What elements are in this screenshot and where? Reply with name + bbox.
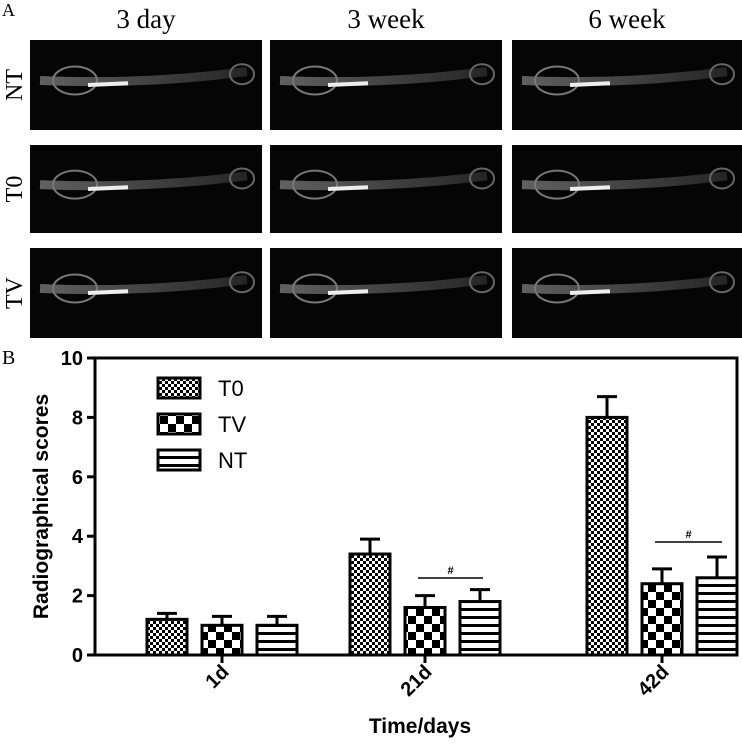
legend-swatch: [156, 376, 202, 400]
column-label: 3 week: [347, 4, 425, 34]
joint: [52, 273, 98, 304]
column-label: 3 day: [116, 4, 176, 34]
y-tick-label: 10: [61, 348, 83, 370]
joint: [469, 271, 495, 294]
legend-swatch: [156, 412, 202, 436]
x-tick-label: 21d: [397, 661, 437, 701]
row-label: NT: [2, 69, 28, 101]
implant: [569, 81, 611, 87]
bar: [640, 582, 684, 657]
implant: [569, 289, 611, 295]
legend-label: NT: [218, 448, 247, 473]
bone: [521, 171, 728, 191]
bar: [695, 576, 739, 657]
row-label: T0: [2, 176, 28, 203]
implant: [327, 185, 369, 191]
panel-a: A 3 day 3 week 6 week NT T0 TV: [2, 0, 742, 338]
bone: [521, 67, 728, 87]
bar: [145, 617, 189, 657]
bar: [348, 552, 392, 657]
legend-swatch: [156, 448, 202, 472]
bar: [403, 605, 447, 657]
row-label: TV: [2, 276, 28, 309]
bone: [39, 171, 248, 191]
bar: [585, 415, 629, 657]
panel-b: B 0 2 4 6 8 10 Radiographical scores Time/days 1d…: [2, 347, 739, 738]
joint: [229, 271, 255, 294]
bone: [521, 275, 728, 295]
joint: [292, 273, 338, 304]
joint: [709, 167, 735, 190]
joint: [469, 63, 495, 86]
joint: [709, 271, 735, 294]
column-label: 6 week: [588, 4, 666, 34]
bone: [39, 67, 248, 87]
legend-label: T0: [218, 376, 244, 401]
y-tick-label: 4: [72, 526, 84, 548]
bar: [458, 600, 502, 657]
bar: [255, 623, 299, 657]
joint: [52, 169, 98, 200]
implant: [327, 81, 369, 87]
x-axis-label: Time/days: [369, 715, 471, 738]
implant: [87, 81, 129, 87]
joint: [52, 65, 98, 96]
panel-label: B: [2, 347, 15, 369]
significance-mark: #: [685, 529, 691, 541]
y-tick-label: 6: [72, 467, 83, 489]
y-tick-label: 2: [72, 586, 83, 608]
x-tick-label: 42d: [634, 661, 674, 701]
implant: [569, 185, 611, 191]
y-axis-label: Radiographical scores: [30, 394, 53, 619]
legend-label: TV: [218, 412, 246, 437]
joint: [709, 63, 735, 86]
joint: [469, 167, 495, 190]
joint: [534, 65, 580, 96]
panel-label: A: [2, 0, 15, 20]
y-tick-label: 8: [72, 407, 83, 429]
y-tick-label: 0: [72, 645, 83, 667]
implant: [87, 289, 129, 295]
joint: [292, 65, 338, 96]
bone: [39, 275, 248, 295]
bone: [279, 171, 488, 191]
joint: [534, 169, 580, 200]
x-tick-label: 1d: [201, 661, 233, 693]
bone: [279, 275, 488, 295]
bar: [200, 623, 244, 657]
joint: [229, 167, 255, 190]
bone: [279, 67, 488, 87]
joint: [292, 169, 338, 200]
implant: [327, 289, 369, 295]
joint: [534, 273, 580, 304]
implant: [87, 185, 129, 191]
joint: [229, 63, 255, 86]
significance-mark: #: [447, 565, 453, 577]
